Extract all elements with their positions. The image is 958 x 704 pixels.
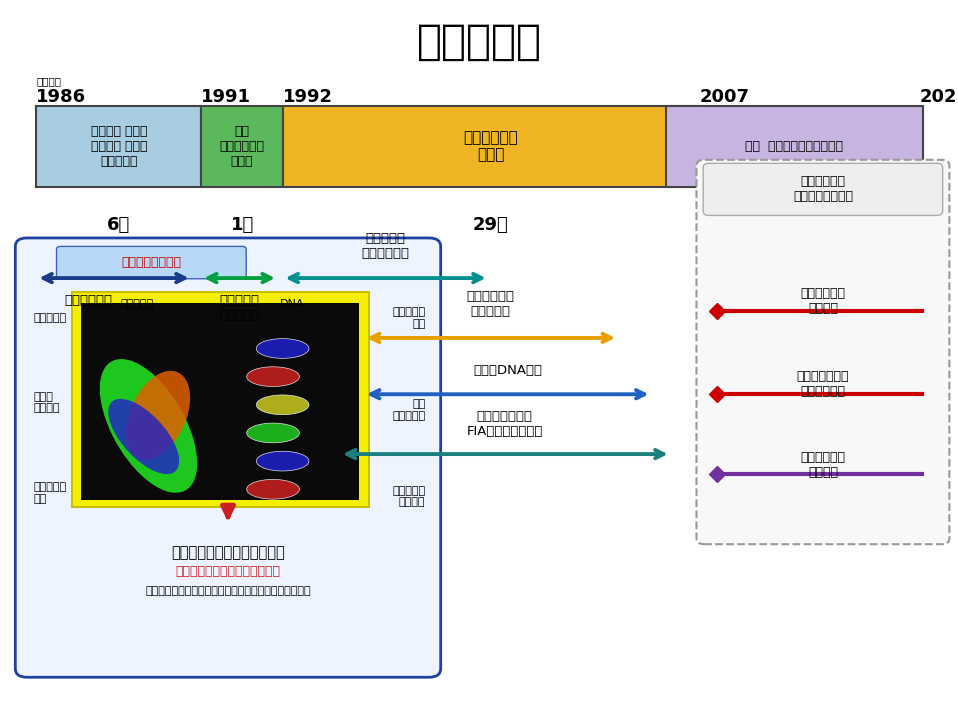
- Text: 東北大学 薬学部
東北大学 大学院
薬学研究科: 東北大学 薬学部 東北大学 大学院 薬学研究科: [91, 125, 147, 168]
- Text: 機能転換酵素
配位子交換: 機能転換酵素 配位子交換: [467, 290, 514, 318]
- Bar: [666, 106, 923, 187]
- Text: 1986: 1986: [36, 88, 86, 106]
- Bar: [72, 292, 369, 507]
- Text: 中国  遼寧科技大学（客員）: 中国 遼寧科技大学（客員）: [745, 139, 843, 153]
- Ellipse shape: [246, 367, 299, 386]
- Bar: [283, 106, 699, 187]
- Text: 健康管理・食品分析・環境モニタリング・新エネルギー: 健康管理・食品分析・環境モニタリング・新エネルギー: [146, 586, 310, 596]
- Ellipse shape: [256, 339, 308, 358]
- Text: 光興奮人工膜: 光興奮人工膜: [64, 294, 112, 306]
- Bar: [81, 303, 359, 500]
- Text: 機能性DNA薄膜: 機能性DNA薄膜: [473, 364, 542, 377]
- Text: タンパク質: タンパク質: [121, 299, 153, 309]
- Text: 学部４年: 学部４年: [36, 76, 61, 86]
- Text: 6年: 6年: [107, 216, 130, 234]
- Ellipse shape: [256, 451, 308, 471]
- FancyBboxPatch shape: [703, 163, 943, 215]
- FancyBboxPatch shape: [696, 160, 949, 544]
- Text: 1991: 1991: [201, 88, 251, 106]
- Ellipse shape: [256, 395, 308, 415]
- Text: 人工
バイオ触媒: 人工 バイオ触媒: [392, 399, 425, 420]
- Text: 米国
アラバマ大学
化学科: 米国 アラバマ大学 化学科: [219, 125, 264, 168]
- Text: 酵素バイオ電池
電池式センサ: 酵素バイオ電池 電池式センサ: [797, 370, 849, 398]
- Ellipse shape: [100, 359, 197, 493]
- Text: 1年: 1年: [231, 216, 254, 234]
- Ellipse shape: [246, 479, 299, 499]
- Text: 信号増幅型
バイオセンサ: 信号増幅型 バイオセンサ: [361, 232, 409, 260]
- Text: 2021: 2021: [920, 88, 958, 106]
- Text: 1992: 1992: [283, 88, 332, 106]
- Text: 新しい信号
変換原理: 新しい信号 変換原理: [392, 486, 425, 507]
- Text: バイオ機能
界面: バイオ機能 界面: [34, 482, 67, 503]
- FancyBboxPatch shape: [15, 238, 441, 677]
- Text: （バイオセンサ・バイオ電池）: （バイオセンサ・バイオ電池）: [175, 565, 281, 578]
- Ellipse shape: [246, 423, 299, 443]
- Text: 新しい
固定化法: 新しい 固定化法: [34, 392, 60, 413]
- Bar: [36, 106, 201, 187]
- Bar: [201, 106, 283, 187]
- Text: 新エネルギー
デバイス: 新エネルギー デバイス: [801, 451, 845, 479]
- Text: 触媒活性の
改変: 触媒活性の 改変: [392, 308, 425, 329]
- Text: 多孔性カーボン
FIA式バイオセンサ: 多孔性カーボン FIA式バイオセンサ: [467, 410, 543, 438]
- Text: 人工ホスト
分子の設計: 人工ホスト 分子の設計: [219, 294, 260, 322]
- Text: 研究の変遷: 研究の変遷: [417, 21, 541, 63]
- Text: 高性能バイオデバイスの開発: 高性能バイオデバイスの開発: [171, 545, 285, 560]
- Text: 埼玉工業大学
工学部: 埼玉工業大学 工学部: [464, 130, 518, 163]
- Ellipse shape: [108, 399, 179, 474]
- Ellipse shape: [125, 371, 191, 460]
- Text: 29年: 29年: [472, 216, 509, 234]
- Text: 研究のコンセプト: 研究のコンセプト: [122, 256, 181, 269]
- FancyBboxPatch shape: [57, 246, 246, 279]
- Text: 最近のテーマ
（チャレンジ中）: 最近のテーマ （チャレンジ中）: [793, 175, 853, 203]
- Text: 2007: 2007: [699, 88, 749, 106]
- Text: タンパク質の
機能改変: タンパク質の 機能改変: [801, 287, 845, 315]
- Text: DNA: DNA: [280, 299, 305, 309]
- Text: 安定性向上: 安定性向上: [34, 313, 67, 323]
